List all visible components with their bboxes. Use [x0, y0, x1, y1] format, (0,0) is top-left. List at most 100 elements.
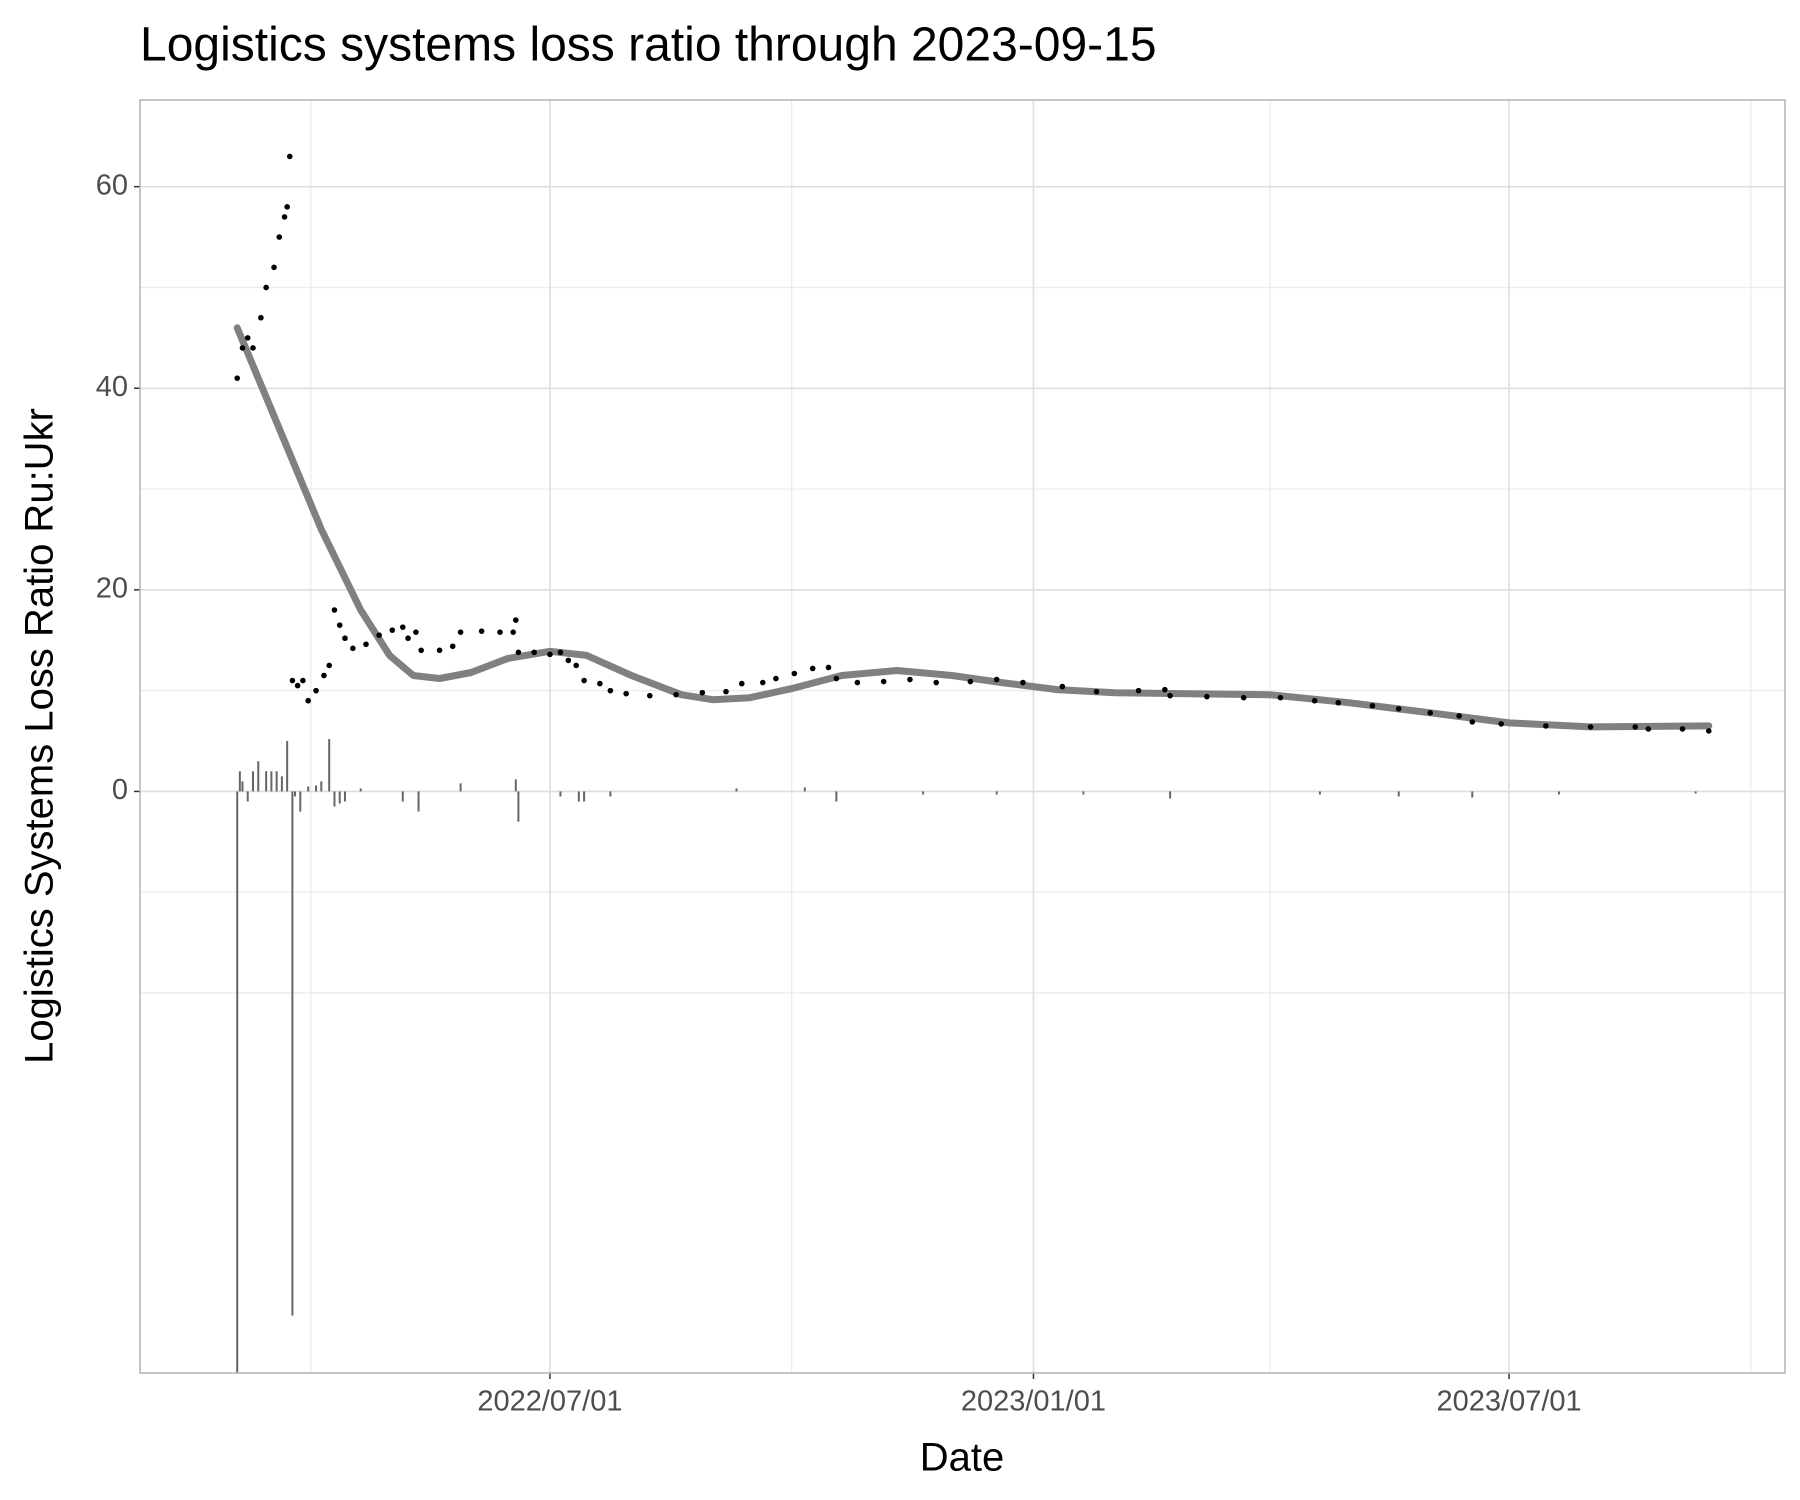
ratio-point [557, 649, 564, 656]
change-bar [835, 791, 838, 802]
ratio-point [1679, 726, 1686, 732]
y-tick-label: 20 [96, 573, 128, 605]
change-bar [609, 791, 612, 797]
change-bar [1082, 791, 1085, 795]
ratio-point [1469, 719, 1476, 725]
change-bar [401, 791, 404, 802]
ratio-point [289, 677, 296, 684]
ratio-point [1543, 723, 1549, 729]
change-bar [1471, 791, 1474, 798]
change-bar [251, 771, 254, 792]
change-bar [343, 791, 346, 802]
ratio-point [1335, 699, 1342, 706]
change-bar [922, 791, 925, 795]
ratio-point [1456, 713, 1462, 719]
ratio-point [263, 284, 269, 291]
change-bar [1694, 791, 1697, 794]
change-bar [338, 791, 341, 804]
ratio-point [1427, 710, 1434, 716]
ratio-point [565, 657, 572, 664]
ratio-point [933, 679, 940, 686]
ratio-point [967, 678, 974, 685]
ratio-point [250, 345, 256, 351]
panel-border [139, 99, 1786, 1374]
ratio-point [449, 643, 456, 650]
ratio-point [723, 688, 729, 695]
ratio-point [1059, 683, 1066, 690]
ratio-point [313, 687, 319, 694]
ratio-point [234, 375, 241, 381]
change-bar [265, 771, 268, 792]
ratio-point [336, 622, 343, 628]
ratio-point [321, 672, 327, 679]
change-bar [514, 779, 517, 792]
ratio-point [773, 675, 779, 682]
ratio-point [597, 680, 603, 687]
ratio-point [1645, 726, 1652, 732]
ratio-point [1020, 679, 1026, 686]
smooth-line [233, 324, 1713, 731]
change-bar [291, 791, 294, 1316]
ratio-point [342, 635, 348, 642]
ratio-point [1587, 724, 1594, 730]
ratio-point [646, 692, 653, 699]
ratio-point [880, 678, 887, 685]
ratio-point [286, 153, 293, 160]
ratio-point [907, 676, 913, 683]
ratio-point [1093, 688, 1100, 695]
ratio-point [791, 670, 798, 677]
x-tick-label: 2023/07/01 [1437, 1386, 1582, 1418]
change-bar [315, 785, 318, 792]
change-bar [286, 741, 289, 792]
ratio-point [418, 647, 424, 654]
ratio-point [294, 682, 301, 689]
change-bar [559, 791, 562, 797]
change-bar [238, 771, 241, 792]
ratio-point [1311, 697, 1318, 704]
y-tick-label: 40 [96, 371, 128, 403]
change-bar [803, 787, 806, 792]
change-bar [333, 791, 336, 807]
ratio-point [1162, 686, 1168, 693]
plot-area [233, 153, 1713, 1373]
change-bar [270, 771, 273, 792]
change-bar [1169, 791, 1172, 799]
ratio-point [239, 345, 246, 351]
ratio-point [1135, 687, 1142, 694]
ratio-point [607, 687, 614, 694]
ratio-point [699, 689, 706, 696]
ratio-point [1498, 721, 1504, 727]
ratio-point [854, 679, 861, 686]
change-bar [307, 786, 310, 792]
change-bar [299, 791, 302, 812]
change-bar [577, 791, 580, 802]
ratio-point [623, 690, 629, 697]
x-tick-label: 2023/01/01 [961, 1386, 1106, 1418]
ratio-point [573, 662, 580, 669]
change-bar [359, 788, 362, 792]
ratio-point [363, 641, 369, 648]
change-bar [280, 776, 283, 792]
ratio-point [457, 629, 464, 635]
ratio-point [759, 679, 766, 686]
ratio-point [281, 214, 288, 220]
ratio-point [305, 697, 311, 704]
grid [134, 100, 1785, 1379]
ratio-point [276, 234, 283, 240]
ratio-point [1240, 694, 1247, 701]
x-tick-label: 2022/07/01 [477, 1386, 622, 1418]
ratio-point [673, 691, 679, 698]
ratio-point [244, 335, 251, 341]
y-axis-label: Logistics Systems Loss Ratio Ru:Ukr [18, 408, 62, 1064]
ratio-point [271, 264, 277, 271]
ratio-point [510, 629, 516, 635]
change-bar [328, 739, 331, 792]
ratio-point [284, 204, 290, 210]
ratio-point [413, 629, 419, 635]
y-tick-label: 0 [112, 774, 128, 806]
ratio-point [515, 649, 522, 656]
ratio-point [376, 632, 382, 639]
change-bar [995, 791, 998, 795]
ratio-point [531, 649, 537, 656]
